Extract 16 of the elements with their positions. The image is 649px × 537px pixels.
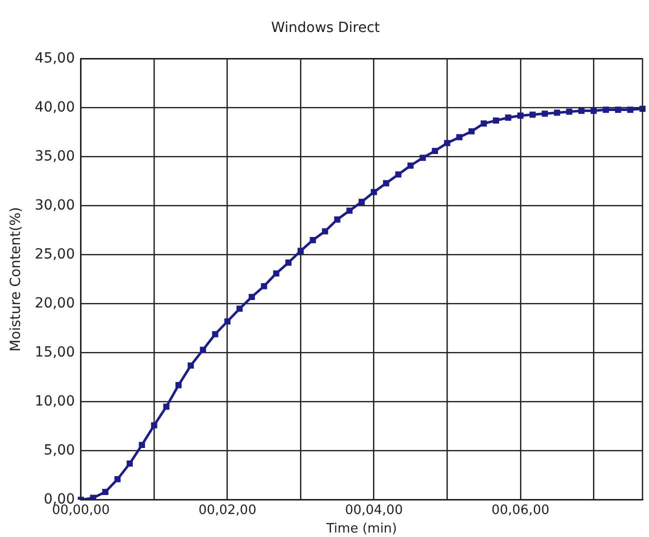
y-tick-label: 35,00 xyxy=(34,148,75,164)
x-tick-label: 00,06,00 xyxy=(491,502,550,518)
x-tick-label: 00,04,00 xyxy=(344,502,403,518)
y-tick-label: 20,00 xyxy=(34,295,75,312)
chart-title: Windows Direct xyxy=(271,20,380,36)
x-tick-label: 00,00,00 xyxy=(52,502,110,518)
x-tick-label: 00,02,00 xyxy=(198,502,256,518)
y-tick-label: 5,00 xyxy=(44,442,75,458)
x-axis-title: Time (min) xyxy=(325,522,397,537)
y-tick-label: 25,00 xyxy=(34,246,75,262)
y-axis-title: Moisture Content(%) xyxy=(8,206,24,352)
y-tick-label: 40,00 xyxy=(34,99,75,116)
y-tick-label: 45,00 xyxy=(34,50,75,66)
y-tick-label: 30,00 xyxy=(34,197,75,214)
y-tick-label: 10,00 xyxy=(34,393,75,410)
y-tick-label: 15,00 xyxy=(34,344,75,360)
